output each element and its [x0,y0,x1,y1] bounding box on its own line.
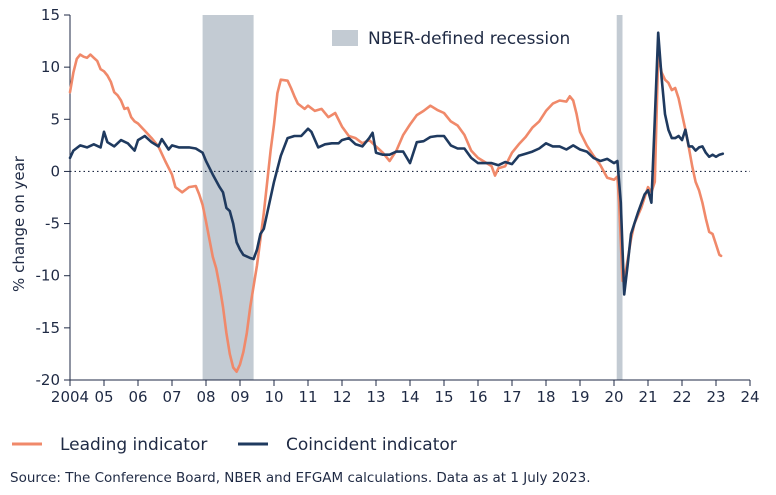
x-tick-label: 09 [230,388,249,406]
series-line-coincident [68,31,725,296]
x-tick-label: 11 [298,388,317,406]
series-lines [68,31,725,373]
recession-legend: NBER-defined recession [332,29,570,49]
x-tick-label: 08 [196,388,215,406]
recession-band-0 [202,15,254,380]
x-tick-label: 15 [434,388,453,406]
y-tick-label: -10 [36,267,61,285]
x-tick-label: 12 [332,388,351,406]
x-tick-label: 16 [468,388,487,406]
y-tick-label: -20 [36,371,61,389]
x-tick-label: 21 [638,388,657,406]
x-tick-label: 18 [536,388,555,406]
y-axis-label: % change on year [10,155,28,292]
recession-legend-swatch [332,30,358,46]
x-tick-label: 19 [570,388,589,406]
y-tick-label: 5 [50,110,60,128]
source-note: Source: The Conference Board, NBER and E… [10,470,591,486]
recession-legend-label: NBER-defined recession [368,29,570,49]
series-line-leading [68,53,723,373]
x-tick-label: 07 [162,388,181,406]
y-tick-label: 10 [41,58,60,76]
y-tick-label: -15 [36,319,61,337]
legend-label-coincident: Coincident indicator [286,435,457,455]
y-tick-label: 0 [50,162,60,180]
x-tick-label: 24 [740,388,759,406]
axes [69,15,750,381]
y-tick-label: 15 [41,6,60,24]
x-tick-label: 14 [400,388,419,406]
series-legend: Leading indicator Coincident indicator [12,435,457,455]
x-tick-label: 13 [366,388,385,406]
x-tick-label: 05 [94,388,113,406]
x-tick-label: 17 [502,388,521,406]
y-tick-label: -5 [45,215,60,233]
legend-label-leading: Leading indicator [60,435,207,455]
x-tick-label: 06 [128,388,147,406]
x-tick-label: 20 [604,388,623,406]
x-tick-label: 2004 [51,388,89,406]
x-tick-label: 22 [672,388,691,406]
x-tick-label: 23 [706,388,725,406]
x-tick-label: 10 [264,388,283,406]
